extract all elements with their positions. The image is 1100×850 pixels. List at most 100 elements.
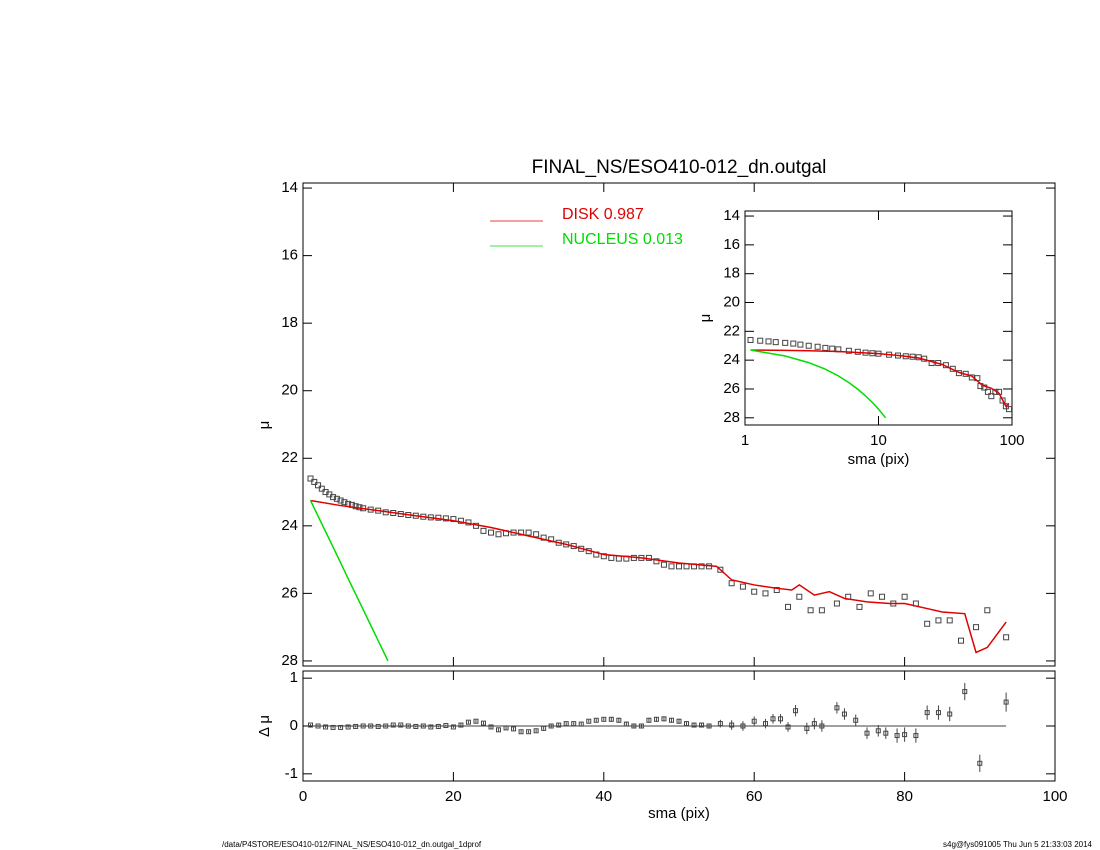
data-point [548,536,555,543]
data-point [480,527,487,534]
chart-title: FINAL_NS/ESO410-012_dn.outgal [532,157,827,178]
data-point [442,515,449,522]
data-point [757,337,764,344]
data-point [668,717,674,723]
data-point [668,563,675,570]
data-point [661,716,667,722]
data-point [571,721,577,727]
x-axis-label: sma (pix) [648,805,710,822]
data-point [435,723,441,729]
x-tick-label: 60 [746,788,763,805]
data-point [684,721,690,727]
data-point [834,705,840,711]
data-point [653,716,659,722]
data-point [691,722,697,728]
data-point [770,716,776,722]
data-point [413,723,419,729]
data-point [615,555,622,562]
data-point [778,716,784,722]
data-point [973,624,980,631]
data-point [841,711,847,717]
data-point [450,516,457,523]
data-point [623,721,629,727]
data-point [762,721,768,727]
data-point [984,607,991,614]
data-point [747,336,754,343]
x-axis-label: sma (pix) [848,451,910,468]
y-axis-label: μ [697,314,714,323]
y-tick-label: -1 [285,765,298,782]
x-tick-label: 80 [896,788,913,805]
data-point [526,729,532,735]
data-point [390,722,396,728]
legend-label: DISK 0.987 [562,206,644,223]
data-point [717,566,724,573]
data-point [443,723,449,729]
data-point [894,733,900,739]
data-point [751,718,757,724]
data-point [811,721,817,727]
data-point [833,600,840,607]
x-tick-label: 100 [1042,788,1067,805]
data-point [875,728,881,734]
data-point [525,529,532,536]
data-point [913,733,919,739]
data-point [924,710,930,716]
data-point [540,534,547,541]
x-tick-label: 40 [595,788,612,805]
y-tick-label: 22 [723,322,740,339]
data-point [383,723,389,729]
data-point [962,689,968,695]
data-point [315,723,321,729]
data-point [457,517,464,524]
data-point [717,721,723,727]
data-point [533,531,540,538]
y-tick-label: 22 [281,449,298,466]
data-point [805,342,812,349]
data-point [1003,699,1009,705]
x-tick-label: 1 [741,432,749,449]
data-point [601,716,607,722]
data-point [533,728,539,734]
data-point [495,531,502,538]
data-point [578,721,584,727]
data-point [796,593,803,600]
data-point [977,760,983,766]
data-point [496,727,502,733]
data-point [616,717,622,723]
footer-right: s4g@fys091005 Thu Jun 5 21:33:03 2014 [943,840,1093,849]
model-line [750,349,1010,408]
data-point [947,711,953,717]
data-point [333,495,340,502]
data-point [819,723,825,729]
data-point [488,724,494,730]
y-tick-label: 24 [281,517,298,534]
data-point [337,497,344,504]
data-point [706,723,712,729]
data-point [729,722,735,728]
data-point [593,717,599,723]
data-point [740,723,746,729]
y-tick-label: 1 [290,669,298,686]
data-point [465,719,471,725]
data-point [845,347,852,354]
data-point [318,485,325,492]
footer-left: /data/P4STORE/ESO410-012/FINAL_NS/ESO410… [222,840,482,849]
y-tick-label: 28 [281,652,298,669]
data-point [503,725,509,731]
data-point [988,393,995,400]
data-point [676,718,682,724]
data-point [818,607,825,614]
data-point [924,620,931,627]
data-point [785,603,792,610]
data-point [946,617,953,624]
legend-label: NUCLEUS 0.013 [562,231,683,248]
data-point [822,344,829,351]
data-point [330,494,337,501]
data-point [653,558,660,565]
data-point [608,716,614,722]
y-tick-label: 0 [290,717,298,734]
data-point [631,723,637,729]
data-point [323,724,329,730]
y-tick-label: 16 [723,236,740,253]
